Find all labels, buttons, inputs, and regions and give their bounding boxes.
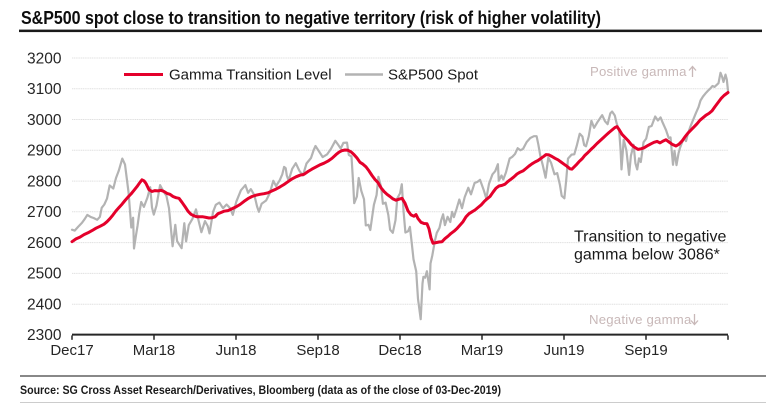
svg-text:Dec18: Dec18 [378, 342, 421, 359]
svg-text:2800: 2800 [27, 173, 62, 190]
svg-text:Dec17: Dec17 [50, 342, 93, 359]
svg-text:Jun19: Jun19 [544, 342, 585, 359]
svg-text:Sep19: Sep19 [624, 342, 667, 359]
svg-text:Transition to negative: Transition to negative [574, 229, 726, 246]
svg-text:Jun18: Jun18 [216, 342, 257, 359]
svg-text:S&P500 spot close to transitio: S&P500 spot close to transition to negat… [21, 7, 601, 28]
svg-text:3200: 3200 [27, 50, 62, 67]
svg-text:Source: SG Cross Asset Researc: Source: SG Cross Asset Research/Derivati… [20, 383, 501, 397]
svg-text:gamma below 3086*: gamma below 3086* [574, 247, 720, 264]
svg-text:Gamma Transition Level: Gamma Transition Level [169, 67, 332, 84]
svg-text:2700: 2700 [27, 204, 62, 221]
svg-text:Mar18: Mar18 [133, 342, 176, 359]
svg-text:2600: 2600 [27, 235, 62, 252]
svg-text:2900: 2900 [27, 143, 62, 160]
svg-text:3100: 3100 [27, 81, 62, 98]
svg-text:Negative gamma: Negative gamma [589, 312, 692, 327]
svg-text:Sep18: Sep18 [296, 342, 339, 359]
svg-text:2400: 2400 [27, 297, 62, 314]
svg-text:Mar19: Mar19 [461, 342, 504, 359]
svg-text:2500: 2500 [27, 266, 62, 283]
svg-text:S&P500 Spot: S&P500 Spot [388, 67, 479, 84]
svg-text:2300: 2300 [27, 327, 62, 344]
svg-text:Positive gamma: Positive gamma [590, 64, 687, 79]
svg-text:3000: 3000 [27, 112, 62, 129]
